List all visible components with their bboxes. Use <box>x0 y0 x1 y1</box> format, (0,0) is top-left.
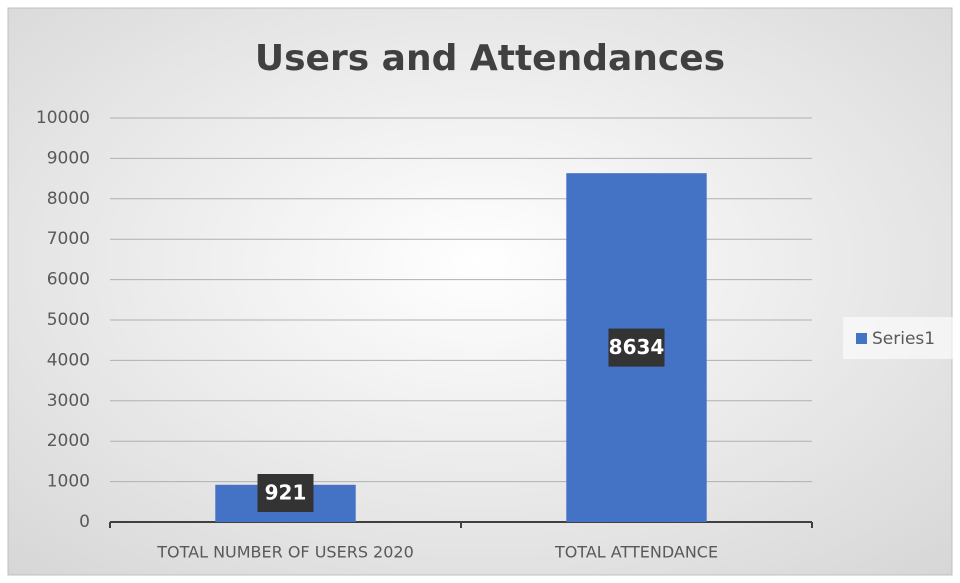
y-tick-label: 4000 <box>47 350 90 370</box>
y-tick-label: 5000 <box>47 310 90 330</box>
y-tick-label: 3000 <box>47 391 90 411</box>
y-tick-label: 0 <box>79 512 90 532</box>
y-tick-label: 10000 <box>36 108 90 128</box>
chart-area <box>7 7 953 576</box>
x-tick-label: TOTAL ATTENDANCE <box>554 543 718 562</box>
data-label-box <box>608 328 665 367</box>
y-tick-label: 9000 <box>47 148 90 168</box>
y-tick-label: 6000 <box>47 270 90 290</box>
y-tick-label: 1000 <box>47 472 90 492</box>
x-tick-label: TOTAL NUMBER OF USERS 2020 <box>156 543 414 562</box>
y-tick-label: 8000 <box>47 189 90 209</box>
y-tick-label: 7000 <box>47 229 90 249</box>
data-label: 921 <box>265 481 307 505</box>
y-tick-label: 2000 <box>47 431 90 451</box>
data-label: 8634 <box>609 335 665 359</box>
legend-swatch <box>856 333 867 344</box>
chart-title: Users and Attendances <box>255 38 725 79</box>
data-label-box <box>257 474 314 512</box>
legend-label: Series1 <box>872 329 935 349</box>
